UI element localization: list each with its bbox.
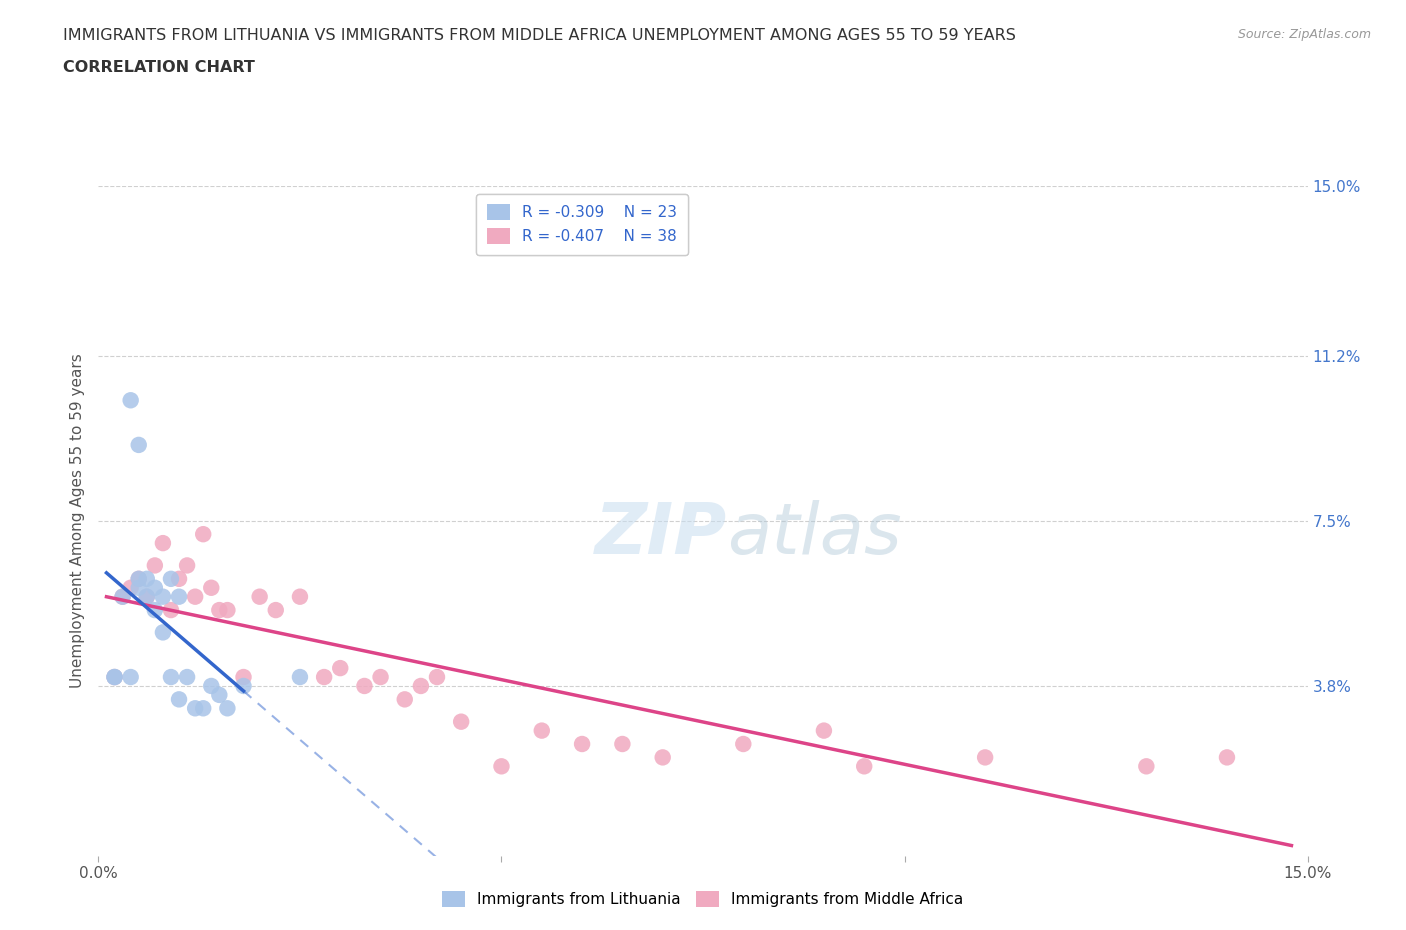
Text: IMMIGRANTS FROM LITHUANIA VS IMMIGRANTS FROM MIDDLE AFRICA UNEMPLOYMENT AMONG AG: IMMIGRANTS FROM LITHUANIA VS IMMIGRANTS … xyxy=(63,28,1017,43)
Point xyxy=(353,679,375,694)
Point xyxy=(111,590,134,604)
Point xyxy=(450,714,472,729)
Point xyxy=(974,750,997,764)
Point xyxy=(184,701,207,716)
Point xyxy=(128,437,150,452)
Point xyxy=(571,737,593,751)
Point xyxy=(409,679,432,694)
Point xyxy=(249,590,271,604)
Text: ZIP: ZIP xyxy=(595,499,727,568)
Point xyxy=(120,392,142,407)
Point xyxy=(184,590,207,604)
Point xyxy=(135,590,157,604)
Point xyxy=(232,679,254,694)
Point xyxy=(111,590,134,604)
Point xyxy=(530,724,553,738)
Point xyxy=(1216,750,1239,764)
Point xyxy=(813,724,835,738)
Point xyxy=(217,603,239,618)
Point xyxy=(651,750,673,764)
Point xyxy=(120,580,142,595)
Point xyxy=(612,737,634,751)
Point xyxy=(128,580,150,595)
Point xyxy=(853,759,876,774)
Point xyxy=(370,670,392,684)
Point xyxy=(329,660,352,675)
Point xyxy=(160,670,183,684)
Point xyxy=(167,590,190,604)
Point xyxy=(167,692,190,707)
Point xyxy=(128,571,150,586)
Point xyxy=(264,603,287,618)
Y-axis label: Unemployment Among Ages 55 to 59 years: Unemployment Among Ages 55 to 59 years xyxy=(69,353,84,688)
Point xyxy=(314,670,336,684)
Point xyxy=(208,687,231,702)
Point xyxy=(160,603,183,618)
Point xyxy=(103,670,125,684)
Point xyxy=(143,580,166,595)
Point xyxy=(288,590,311,604)
Point xyxy=(152,590,174,604)
Point xyxy=(426,670,449,684)
Text: CORRELATION CHART: CORRELATION CHART xyxy=(63,60,254,75)
Text: Source: ZipAtlas.com: Source: ZipAtlas.com xyxy=(1237,28,1371,41)
Point xyxy=(160,571,183,586)
Point xyxy=(733,737,755,751)
Point xyxy=(135,571,157,586)
Point xyxy=(152,536,174,551)
Point xyxy=(394,692,416,707)
Point xyxy=(128,571,150,586)
Point xyxy=(135,590,157,604)
Point xyxy=(288,670,311,684)
Point xyxy=(167,571,190,586)
Point xyxy=(176,670,198,684)
Legend: R = -0.309    N = 23, R = -0.407    N = 38: R = -0.309 N = 23, R = -0.407 N = 38 xyxy=(477,193,688,255)
Point xyxy=(152,625,174,640)
Point xyxy=(200,580,222,595)
Point xyxy=(232,670,254,684)
Point xyxy=(103,670,125,684)
Point xyxy=(193,701,215,716)
Point xyxy=(1135,759,1157,774)
Point xyxy=(208,603,231,618)
Point xyxy=(491,759,513,774)
Point xyxy=(103,670,125,684)
Text: atlas: atlas xyxy=(727,499,901,568)
Legend: Immigrants from Lithuania, Immigrants from Middle Africa: Immigrants from Lithuania, Immigrants fr… xyxy=(436,884,970,913)
Point xyxy=(200,679,222,694)
Point xyxy=(176,558,198,573)
Point xyxy=(120,670,142,684)
Point xyxy=(193,526,215,541)
Point xyxy=(143,558,166,573)
Point xyxy=(143,603,166,618)
Point xyxy=(217,701,239,716)
